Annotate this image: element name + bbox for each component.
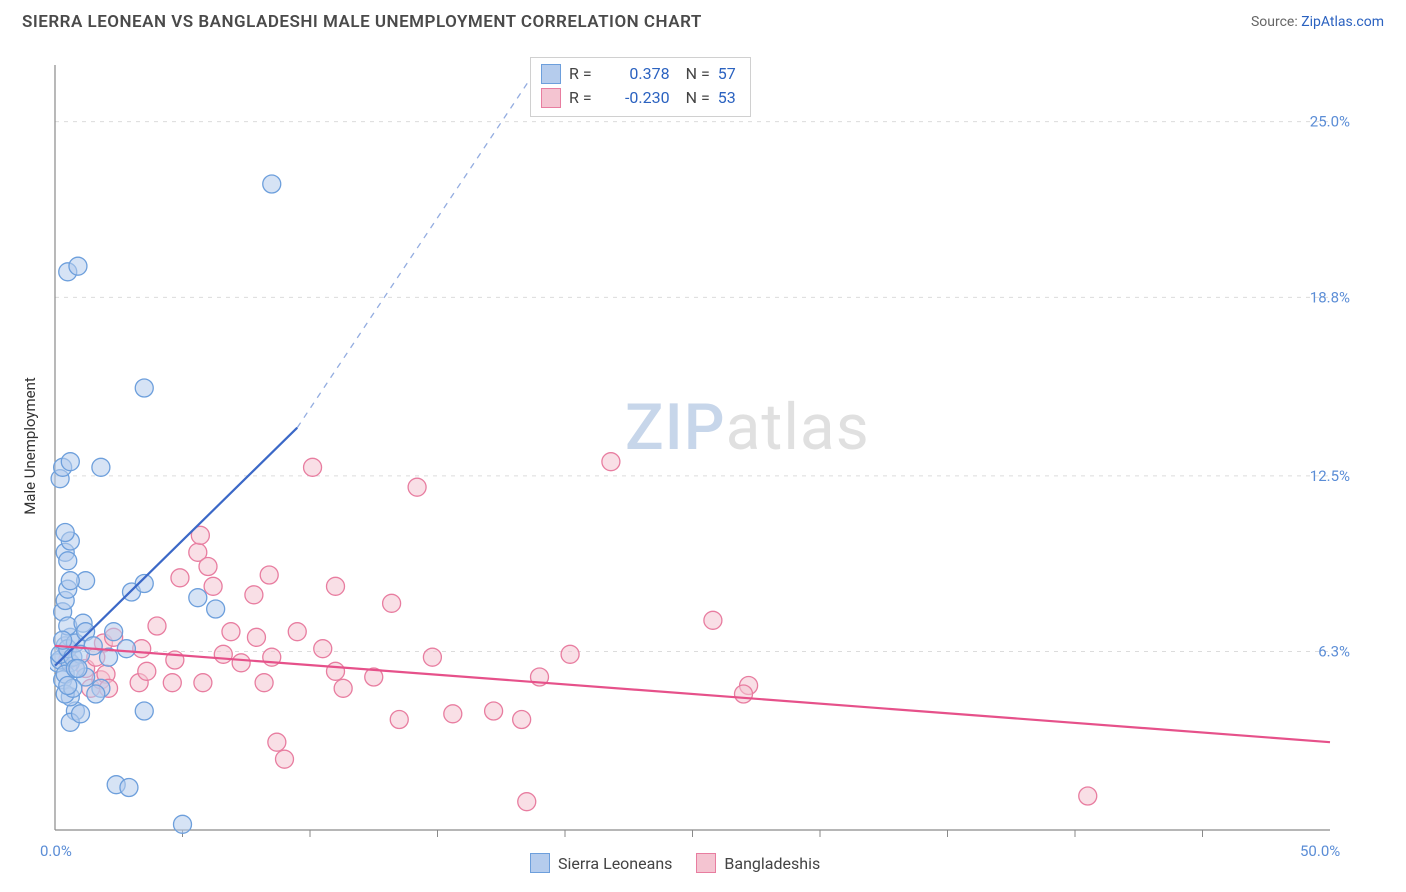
corr-n-label: N = — [686, 62, 710, 86]
legend-label-bang: Bangladeshis — [724, 854, 820, 873]
legend-label-sierra: Sierra Leoneans — [558, 854, 672, 873]
y-axis-label: Male Unemployment — [21, 377, 39, 515]
corr-r-label: R = — [569, 62, 592, 86]
legend-item-bang: Bangladeshis — [696, 853, 820, 873]
corr-n-sierra: 57 — [718, 62, 736, 86]
legend-item-sierra: Sierra Leoneans — [530, 853, 672, 873]
svg-text:6.3%: 6.3% — [1318, 643, 1350, 661]
corr-r-bang: -0.230 — [600, 86, 670, 110]
source-citation: Source: ZipAtlas.com — [1251, 14, 1384, 30]
series-legend: Sierra Leoneans Bangladeshis — [530, 853, 820, 873]
svg-text:12.5%: 12.5% — [1310, 467, 1350, 485]
source-link[interactable]: ZipAtlas.com — [1301, 14, 1384, 30]
corr-n-bang: 53 — [718, 86, 736, 110]
chart-title: SIERRA LEONEAN VS BANGLADESHI MALE UNEMP… — [22, 12, 702, 32]
swatch-sierra-2 — [530, 853, 550, 873]
corr-row-bang: R = -0.230 N = 53 — [541, 86, 736, 110]
x-axis-min-label: 0.0% — [40, 842, 72, 860]
correlation-legend: R = 0.378 N = 57 R = -0.230 N = 53 — [530, 57, 751, 117]
chart-container: SIERRA LEONEAN VS BANGLADESHI MALE UNEMP… — [0, 0, 1406, 892]
x-axis-max-label: 50.0% — [1300, 842, 1340, 860]
corr-n-label-2: N = — [686, 86, 710, 110]
corr-r-sierra: 0.378 — [600, 62, 670, 86]
svg-text:18.8%: 18.8% — [1310, 288, 1350, 306]
svg-text:25.0%: 25.0% — [1310, 113, 1350, 131]
swatch-bang — [541, 88, 561, 108]
swatch-sierra — [541, 64, 561, 84]
scatter-plot: 6.3% 12.5% 18.8% 25.0% — [50, 55, 1360, 845]
corr-r-label-2: R = — [569, 86, 592, 110]
swatch-bang-2 — [696, 853, 716, 873]
corr-row-sierra: R = 0.378 N = 57 — [541, 62, 736, 86]
source-label: Source: — [1251, 14, 1301, 30]
